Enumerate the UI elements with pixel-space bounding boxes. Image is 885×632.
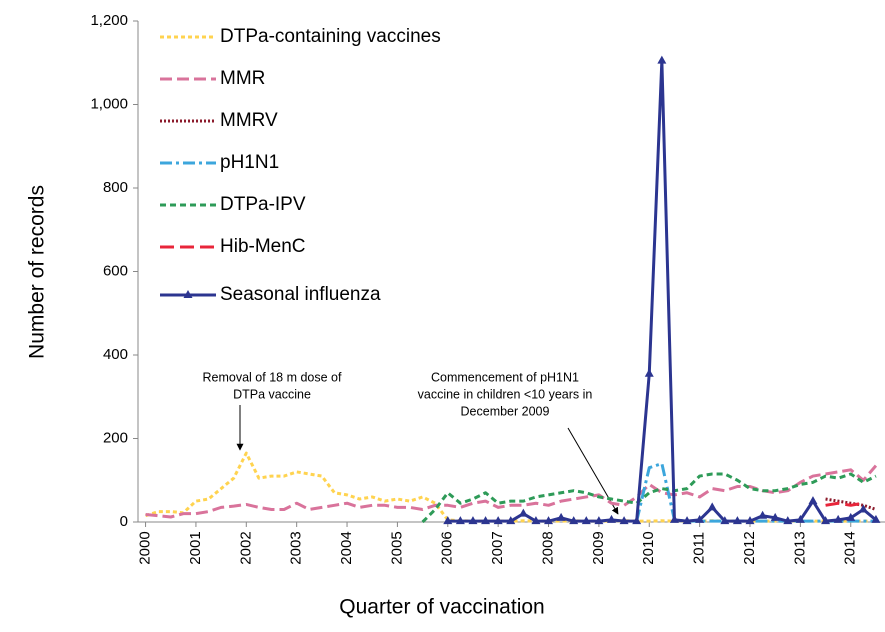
x-tick-label: 2009: [590, 531, 607, 564]
series-line: [825, 497, 877, 511]
y-tick-label: 600: [103, 262, 128, 279]
legend-label: pH1N1: [220, 152, 279, 173]
x-tick-label: 2012: [741, 531, 758, 564]
y-tick-label: 200: [103, 429, 128, 446]
point-marker: [632, 516, 642, 525]
annotation: vaccine in children <10 years in: [418, 387, 593, 401]
point-marker: [795, 514, 805, 523]
point-marker: [493, 516, 503, 525]
y-axis-title: Number of records: [26, 185, 49, 359]
annotation: December 2009: [461, 404, 550, 418]
legend-label: Seasonal influenza: [220, 284, 381, 305]
legend-marker: [183, 290, 193, 298]
point-marker: [581, 516, 591, 525]
point-marker: [682, 516, 692, 525]
point-marker: [443, 516, 453, 525]
annotation: DTPa vaccine: [233, 387, 311, 401]
point-marker: [745, 516, 755, 525]
point-marker: [606, 514, 616, 523]
point-marker: [732, 516, 742, 525]
point-marker: [695, 514, 705, 523]
x-tick-label: 2004: [338, 531, 355, 564]
point-marker: [707, 502, 717, 511]
legend-label: MMR: [220, 68, 265, 89]
point-marker: [481, 516, 491, 525]
y-tick-label: 0: [120, 513, 128, 530]
point-marker: [644, 368, 654, 377]
point-marker: [531, 516, 541, 525]
series-line: [145, 451, 876, 523]
point-marker: [669, 514, 679, 523]
point-marker: [468, 516, 478, 525]
series-line: [447, 59, 877, 523]
series-line: [421, 472, 877, 524]
x-tick-label: 2010: [640, 531, 657, 564]
x-tick-label: 2001: [187, 531, 204, 564]
point-marker: [858, 504, 868, 513]
point-marker: [846, 512, 856, 521]
point-marker: [720, 516, 730, 525]
y-tick-label: 1,200: [90, 12, 128, 29]
legend-label: MMRV: [220, 110, 278, 131]
point-marker: [556, 512, 566, 521]
point-marker: [758, 510, 768, 519]
point-marker: [544, 516, 554, 525]
point-marker: [833, 514, 843, 523]
point-marker: [821, 516, 831, 525]
x-tick-label: 2000: [137, 531, 154, 564]
x-tick-label: 2013: [791, 531, 808, 564]
point-marker: [518, 508, 528, 517]
point-marker: [871, 514, 881, 523]
annotation: Removal of 18 m dose of: [203, 370, 342, 384]
point-marker: [619, 516, 629, 525]
x-tick-label: 2002: [237, 531, 254, 564]
x-tick-label: 2011: [691, 532, 708, 564]
legend-label: DTPa-IPV: [220, 194, 306, 215]
x-tick-label: 2006: [439, 531, 456, 564]
point-marker: [808, 496, 818, 505]
x-tick-label: 2014: [842, 531, 859, 564]
y-tick-label: 1,000: [90, 95, 128, 112]
x-tick-label: 2005: [388, 531, 405, 564]
legend-label: Hib-MenC: [220, 236, 306, 257]
point-marker: [783, 516, 793, 525]
x-axis-title: Quarter of vaccination: [339, 596, 544, 619]
point-marker: [594, 516, 604, 525]
legend-label: DTPa-containing vaccines: [220, 26, 441, 47]
point-marker: [569, 516, 579, 525]
annotation: Commencement of pH1N1: [431, 370, 579, 384]
y-tick-label: 400: [103, 346, 128, 363]
x-tick-label: 2003: [288, 531, 305, 564]
point-marker: [657, 55, 667, 64]
point-marker: [506, 516, 516, 525]
point-marker: [770, 512, 780, 521]
x-tick-label: 2007: [489, 531, 506, 564]
point-marker: [455, 516, 465, 525]
x-tick-label: 2008: [539, 531, 556, 564]
y-tick-label: 800: [103, 179, 128, 196]
series-line: [825, 501, 864, 507]
